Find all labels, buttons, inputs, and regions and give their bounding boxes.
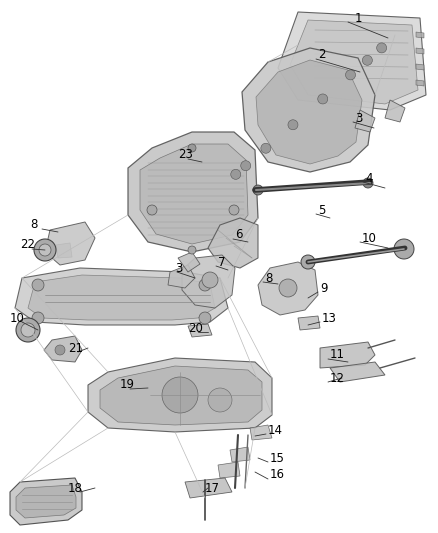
Circle shape — [147, 205, 157, 215]
Circle shape — [346, 70, 356, 80]
Polygon shape — [185, 478, 232, 498]
Circle shape — [253, 185, 263, 195]
Circle shape — [34, 239, 56, 261]
Text: 18: 18 — [68, 481, 83, 495]
Circle shape — [261, 143, 271, 154]
Polygon shape — [178, 252, 200, 272]
Circle shape — [231, 169, 241, 179]
Polygon shape — [182, 255, 235, 308]
Circle shape — [39, 244, 51, 256]
Text: 10: 10 — [10, 311, 25, 325]
Text: 2: 2 — [318, 49, 325, 61]
Circle shape — [188, 144, 196, 152]
Polygon shape — [416, 64, 424, 70]
Circle shape — [394, 239, 414, 259]
Text: 21: 21 — [68, 342, 83, 354]
Text: 5: 5 — [318, 204, 325, 216]
Text: 7: 7 — [218, 255, 226, 269]
Circle shape — [199, 312, 211, 324]
Text: 6: 6 — [235, 229, 243, 241]
Text: 1: 1 — [355, 12, 363, 25]
Text: 4: 4 — [365, 172, 372, 184]
Polygon shape — [256, 60, 362, 164]
Polygon shape — [298, 316, 320, 330]
Polygon shape — [45, 222, 95, 265]
Circle shape — [318, 94, 328, 104]
Polygon shape — [188, 324, 212, 337]
Text: 17: 17 — [205, 481, 220, 495]
Circle shape — [199, 279, 211, 291]
Polygon shape — [385, 100, 405, 122]
Polygon shape — [258, 262, 318, 315]
Text: 3: 3 — [175, 262, 182, 274]
Circle shape — [162, 377, 198, 413]
Polygon shape — [56, 243, 72, 258]
Polygon shape — [355, 110, 375, 132]
Circle shape — [288, 120, 298, 130]
Text: 16: 16 — [270, 469, 285, 481]
Circle shape — [241, 160, 251, 171]
Circle shape — [202, 272, 218, 288]
Text: 13: 13 — [322, 311, 337, 325]
Circle shape — [229, 205, 239, 215]
Polygon shape — [100, 366, 262, 425]
Polygon shape — [416, 32, 424, 38]
Polygon shape — [15, 268, 228, 325]
Circle shape — [32, 279, 44, 291]
Circle shape — [55, 345, 65, 355]
Text: 23: 23 — [178, 149, 193, 161]
Polygon shape — [320, 342, 375, 368]
Text: 8: 8 — [265, 271, 272, 285]
Text: 15: 15 — [270, 451, 285, 464]
Text: 3: 3 — [355, 111, 362, 125]
Circle shape — [363, 178, 373, 188]
Polygon shape — [242, 48, 375, 172]
Text: 14: 14 — [268, 424, 283, 437]
Circle shape — [208, 388, 232, 412]
Polygon shape — [230, 447, 250, 462]
Polygon shape — [290, 20, 418, 104]
Polygon shape — [168, 265, 195, 288]
Polygon shape — [208, 218, 258, 268]
Polygon shape — [88, 358, 272, 432]
Circle shape — [21, 323, 35, 337]
Polygon shape — [278, 12, 426, 110]
Polygon shape — [416, 80, 424, 86]
Text: 12: 12 — [330, 372, 345, 384]
Polygon shape — [10, 478, 82, 525]
Polygon shape — [218, 462, 240, 478]
Text: 22: 22 — [20, 238, 35, 252]
Circle shape — [301, 255, 315, 269]
Circle shape — [377, 43, 387, 53]
Circle shape — [188, 246, 196, 254]
Polygon shape — [140, 144, 248, 244]
Text: 11: 11 — [330, 349, 345, 361]
Circle shape — [16, 318, 40, 342]
Polygon shape — [250, 425, 272, 440]
Polygon shape — [16, 485, 76, 518]
Polygon shape — [128, 132, 258, 252]
Text: 8: 8 — [30, 219, 37, 231]
Polygon shape — [28, 275, 215, 320]
Text: 20: 20 — [188, 321, 203, 335]
Circle shape — [32, 312, 44, 324]
Polygon shape — [330, 362, 385, 382]
Text: 9: 9 — [320, 281, 328, 295]
Circle shape — [362, 55, 372, 65]
Polygon shape — [44, 336, 82, 362]
Polygon shape — [416, 48, 424, 54]
Circle shape — [279, 279, 297, 297]
Text: 19: 19 — [120, 378, 135, 392]
Text: 10: 10 — [362, 231, 377, 245]
